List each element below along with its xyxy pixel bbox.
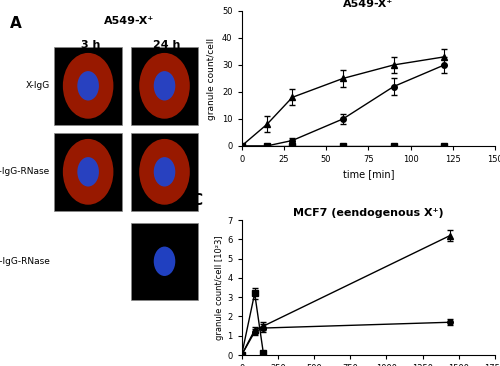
Text: A: A [10,16,21,31]
Bar [54,47,122,124]
Y-axis label: granule count/cell [10²3]: granule count/cell [10²3] [216,235,224,340]
Ellipse shape [154,71,176,101]
Bar [131,133,198,210]
Text: X-IgG: X-IgG [26,81,50,90]
Ellipse shape [154,247,176,276]
Legend: X-IgG-RNase, CTX-IgG-RNase, X-IgG: X-IgG-RNase, CTX-IgG-RNase, X-IgG [499,8,500,51]
Ellipse shape [139,139,190,205]
Ellipse shape [78,71,99,101]
Text: A549-X⁺: A549-X⁺ [104,16,154,26]
Title: MCF7 (eendogenous X⁺): MCF7 (eendogenous X⁺) [293,208,444,218]
Ellipse shape [139,53,190,119]
Text: C: C [191,193,202,208]
Y-axis label: granule count/cell: granule count/cell [208,37,216,120]
Text: 3 h: 3 h [80,40,100,50]
X-axis label: time [min]: time [min] [342,169,394,179]
Bar [131,223,198,300]
Text: CTX-IgG-RNase: CTX-IgG-RNase [0,257,50,266]
Ellipse shape [154,157,176,187]
Text: X-IgG-RNase: X-IgG-RNase [0,167,50,176]
Ellipse shape [63,53,114,119]
Text: 24 h: 24 h [153,40,180,50]
Bar [131,47,198,124]
Title: A549-X⁺: A549-X⁺ [343,0,394,9]
Bar [54,133,122,210]
Ellipse shape [78,157,99,187]
Ellipse shape [63,139,114,205]
Legend: X-IgG-RNase, CTX-IgG-RNase, X-IgG: X-IgG-RNase, CTX-IgG-RNase, X-IgG [499,217,500,259]
